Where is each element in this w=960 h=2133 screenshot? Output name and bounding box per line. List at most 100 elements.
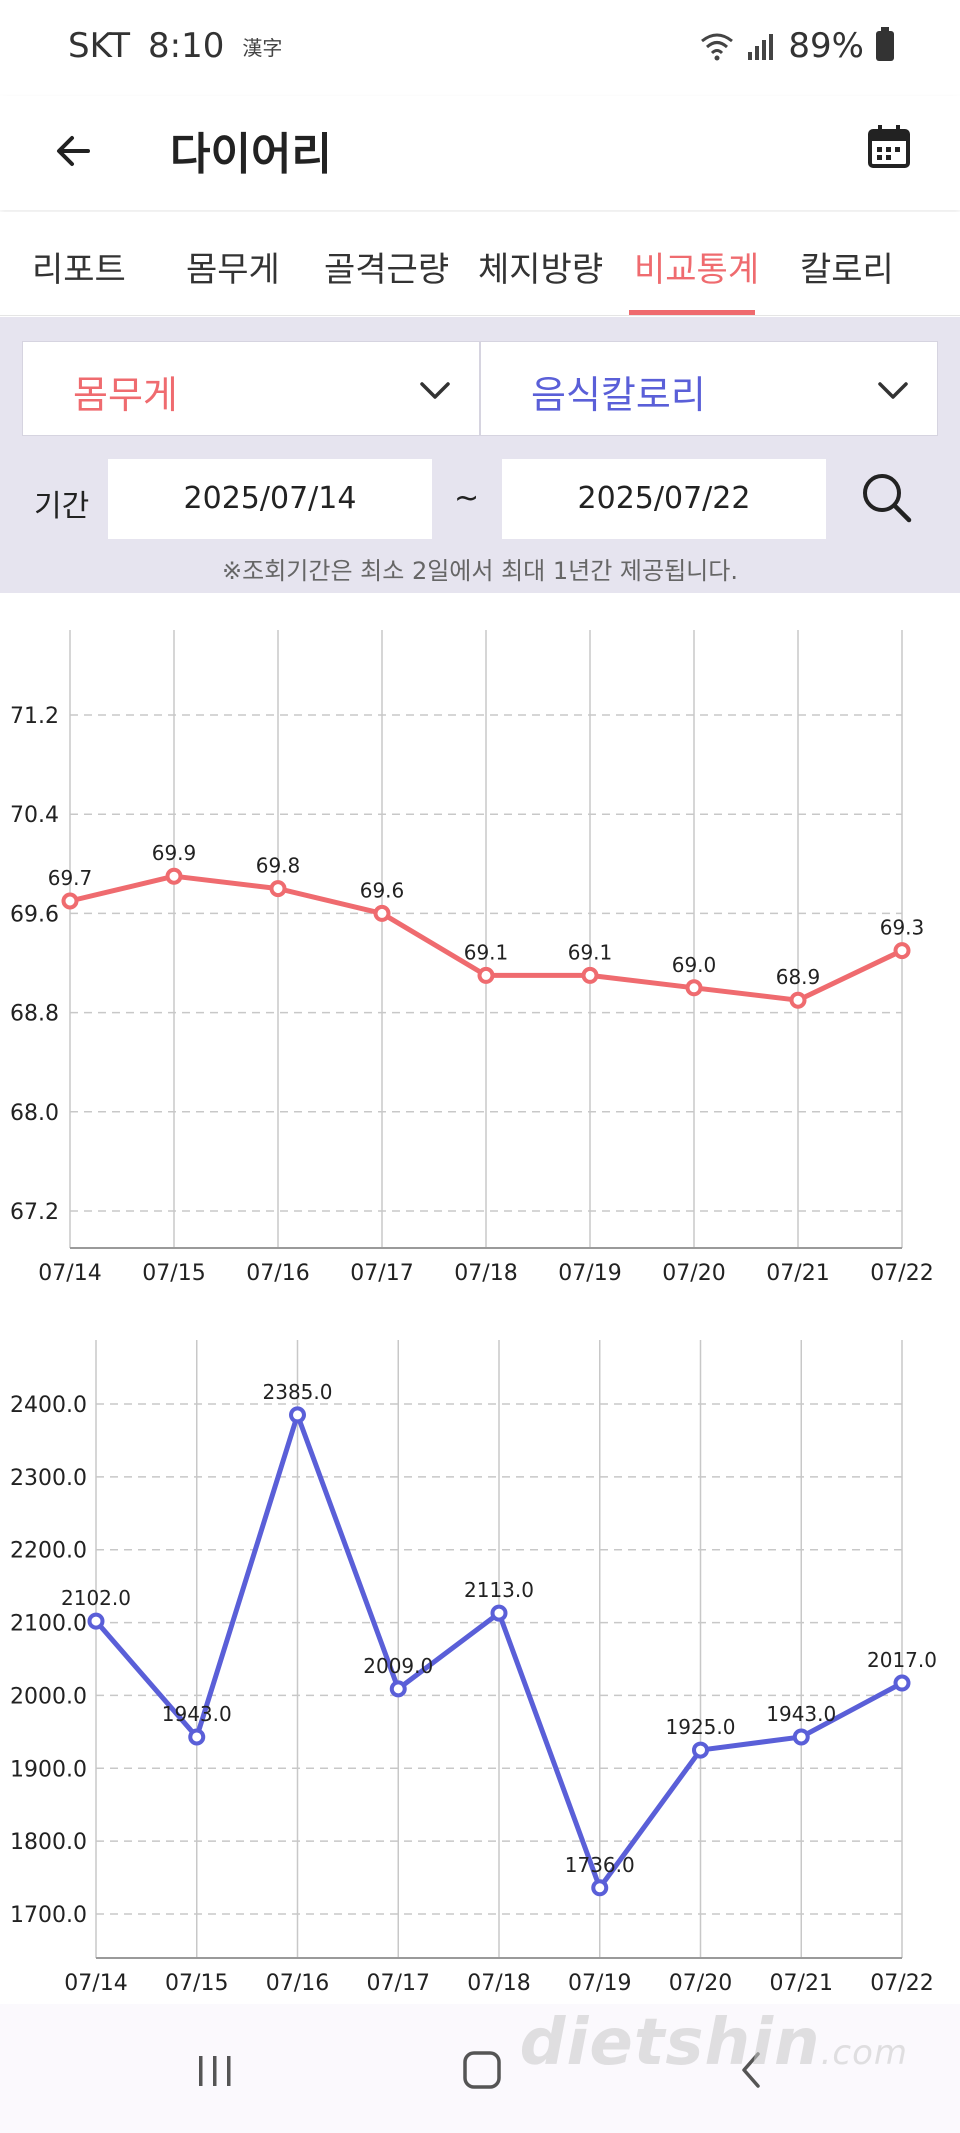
tab-report[interactable]: 리포트 (32, 250, 126, 290)
data-label: 68.9 (776, 965, 821, 989)
data-label: 69.1 (568, 940, 613, 964)
calorie-chart: 2400.0 2300.0 2200.0 2100.0 2000.0 1900.0 1800… (0, 1320, 960, 2000)
data-point (373, 904, 391, 922)
watermark-logo: dietshin.com (520, 2006, 908, 2080)
y-tick-label: 68.8 (10, 1002, 59, 1027)
data-point (685, 979, 703, 997)
x-tick-label: 07/21 (766, 1261, 829, 1286)
x-tick-label: 07/15 (142, 1261, 205, 1286)
y-tick-label: 67.2 (10, 1200, 59, 1225)
data-label: 2385.0 (263, 1380, 333, 1404)
y-tick-label: 2400.0 (10, 1393, 87, 1418)
date-range-separator: ~ (454, 481, 480, 516)
data-label: 69.1 (464, 940, 509, 964)
data-point (490, 1604, 508, 1622)
y-tick-label: 2000.0 (10, 1684, 87, 1709)
x-tick-label: 07/21 (770, 1971, 833, 1996)
data-point (893, 942, 911, 960)
right-metric-select[interactable]: 음식칼로리 (480, 341, 938, 436)
data-label: 69.7 (48, 866, 93, 890)
back-nav-icon[interactable] (722, 2040, 782, 2100)
y-tick-label: 2100.0 (10, 1612, 87, 1637)
data-point (165, 867, 183, 885)
start-date-field[interactable]: 2025/07/14 (108, 459, 432, 539)
period-notice: ※조회기간은 최소 2일에서 최대 1년간 제공됩니다. (222, 557, 738, 585)
battery-icon (876, 27, 894, 61)
filter-panel: 몸무게 음식칼로리 기간 2025/07/14 ~ 2025/07/22 ※조회… (0, 317, 960, 593)
system-nav-bar (0, 2004, 960, 2133)
chevron-down-icon (420, 382, 450, 399)
data-label: 69.9 (152, 841, 197, 865)
x-tick-label: 07/19 (558, 1261, 621, 1286)
data-label: 2102.0 (61, 1586, 131, 1610)
right-metric-label: 음식칼로리 (531, 373, 706, 417)
clock-label: 8:10 (148, 26, 225, 66)
data-point (789, 991, 807, 1009)
data-label: 69.6 (360, 878, 405, 902)
recent-apps-icon[interactable] (185, 2040, 245, 2100)
y-tick-label: 68.0 (10, 1101, 59, 1126)
data-label: 1925.0 (666, 1715, 736, 1739)
data-point (692, 1741, 709, 1759)
data-point (581, 966, 599, 984)
x-tick-label: 07/16 (266, 1971, 329, 1996)
data-label: 1736.0 (565, 1853, 635, 1877)
tab-skeletal-muscle[interactable]: 골격근량 (324, 250, 450, 290)
active-tab-indicator (629, 310, 755, 315)
data-label: 69.0 (672, 953, 717, 977)
tab-comparison-stats[interactable]: 비교통계 (634, 250, 760, 290)
weight-chart: 71.2 70.4 69.6 68.8 68.0 67.2 07/14 07/15 07/16 0… (0, 600, 960, 1300)
data-label: 1943.0 (766, 1702, 836, 1726)
arrow-left-icon[interactable] (48, 126, 98, 176)
data-point (389, 1680, 407, 1698)
data-label: 2113.0 (464, 1578, 534, 1602)
end-date-field[interactable]: 2025/07/22 (502, 459, 826, 539)
x-tick-label: 07/22 (870, 1971, 933, 1996)
tab-bar: 리포트 몸무게 골격근량 체지방량 비교통계 칼로리 (0, 212, 960, 316)
x-tick-label: 07/19 (568, 1971, 631, 1996)
watermark-suffix: .com (820, 2033, 908, 2073)
x-tick-label: 07/18 (467, 1971, 530, 1996)
data-point (591, 1879, 609, 1897)
x-tick-label: 07/16 (246, 1261, 309, 1286)
y-tick-label: 71.2 (10, 704, 59, 729)
search-icon[interactable] (858, 469, 914, 525)
wifi-icon (701, 33, 734, 61)
data-point (87, 1612, 105, 1630)
home-icon[interactable] (452, 2040, 512, 2100)
data-point (269, 880, 287, 898)
period-label: 기간 (34, 489, 90, 524)
calendar-icon[interactable] (864, 122, 914, 172)
left-metric-label: 몸무게 (73, 373, 178, 417)
y-tick-label: 69.6 (10, 902, 59, 927)
x-tick-label: 07/14 (38, 1261, 101, 1286)
x-tick-label: 07/20 (662, 1261, 725, 1286)
signal-icon (748, 34, 774, 60)
data-point (188, 1728, 206, 1746)
x-tick-label: 07/14 (64, 1971, 127, 1996)
data-label: 1943.0 (162, 1702, 232, 1726)
y-tick-label: 1700.0 (10, 1903, 87, 1928)
status-bar: SKT 8:10 漢字 89% (0, 0, 960, 96)
x-tick-label: 07/18 (454, 1261, 517, 1286)
data-point (61, 892, 79, 910)
weight-line-chart: 71.2 70.4 69.6 68.8 68.0 67.2 07/14 07/15 07/16 0… (10, 630, 934, 1286)
data-point (893, 1674, 911, 1692)
tab-calories[interactable]: 칼로리 (800, 250, 894, 290)
x-tick-label: 07/15 (165, 1971, 228, 1996)
y-tick-label: 2300.0 (10, 1466, 87, 1491)
carrier-label: SKT (68, 26, 131, 66)
y-tick-label: 2200.0 (10, 1539, 87, 1564)
x-tick-label: 07/22 (870, 1261, 933, 1286)
tab-weight[interactable]: 몸무게 (186, 250, 280, 290)
app-bar: 다이어리 (0, 96, 960, 210)
data-label: 69.3 (880, 916, 925, 940)
data-label: 2009.0 (363, 1654, 433, 1678)
hanja-indicator: 漢字 (242, 35, 283, 60)
left-metric-select[interactable]: 몸무게 (22, 341, 480, 436)
status-right: 89% (700, 26, 894, 66)
tab-body-fat[interactable]: 체지방량 (478, 250, 604, 290)
x-tick-label: 07/17 (367, 1971, 430, 1996)
status-left: SKT 8:10 漢字 (68, 26, 282, 66)
data-label: 69.8 (256, 854, 301, 878)
